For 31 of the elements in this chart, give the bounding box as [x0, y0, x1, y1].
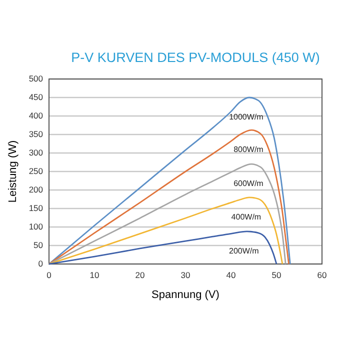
line-series — [48, 96, 291, 265]
y-axis-title: Leistung (W) — [7, 140, 19, 203]
y-tick-label: 400 — [28, 110, 44, 121]
line-series — [48, 129, 290, 265]
y-tick-label: 250 — [28, 166, 44, 176]
x-tick-label: 60 — [317, 270, 327, 280]
y-tick-label: 150 — [28, 203, 44, 214]
chart-title: P-V KURVEN DES PV-MODULS (450 W) — [71, 50, 320, 65]
y-tick-label: 500 — [28, 74, 44, 84]
x-tick-label: 30 — [180, 270, 190, 280]
x-tick-label: 40 — [226, 270, 236, 280]
series-label: 600W/m — [234, 179, 264, 188]
x-tick-label: 20 — [135, 270, 145, 280]
series-label: 800W/m — [234, 145, 264, 154]
y-tick-label: 200 — [28, 184, 44, 195]
line-series — [48, 196, 284, 265]
y-tick-label: 300 — [28, 148, 44, 158]
line-series — [48, 230, 278, 265]
y-tick-label: 450 — [28, 92, 44, 102]
series-label: 400W/m — [231, 212, 262, 222]
x-tick-label: 50 — [272, 270, 282, 280]
line-series — [48, 163, 286, 265]
series-label: 200W/m — [229, 246, 260, 256]
x-axis-title: Spannung (V) — [152, 289, 220, 301]
y-tick-label: 0 — [38, 258, 44, 269]
x-tick-label: 0 — [46, 270, 52, 280]
y-tick-label: 350 — [28, 129, 44, 140]
series-label: 1000W/m — [229, 112, 264, 122]
x-tick-label: 10 — [90, 270, 100, 280]
y-tick-label: 100 — [28, 222, 44, 232]
y-tick-label: 50 — [34, 240, 44, 250]
